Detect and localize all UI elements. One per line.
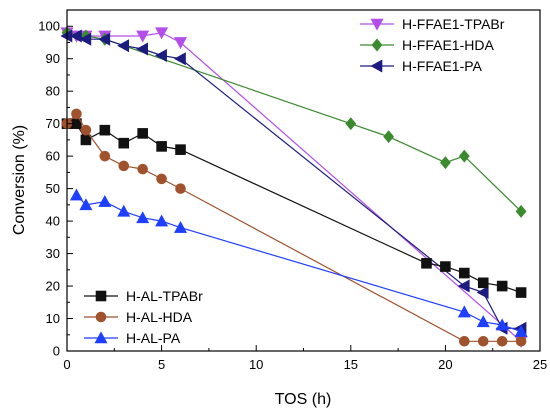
x-tick-label: 0	[63, 357, 70, 372]
data-point-h-ffae1-pa	[136, 42, 148, 56]
series-h-al-pa	[69, 188, 528, 337]
data-point-h-al-tpabr	[440, 261, 451, 272]
y-tick-label: 20	[46, 279, 60, 294]
legend-marker-h-al-pa	[94, 331, 108, 344]
data-point-h-al-tpabr	[99, 124, 111, 136]
legend-marker-h-ffae1-pa	[370, 59, 383, 73]
y-tick-label: 70	[46, 116, 60, 131]
legend-label-h-al-tpabr: H-AL-TPABr	[126, 288, 203, 304]
x-tick-label: 20	[438, 357, 452, 372]
legend-label-h-ffae1-pa: H-FFAE1-PA	[402, 58, 483, 74]
data-point-h-ffae1-tpabr	[174, 37, 188, 50]
y-tick-label: 100	[38, 19, 60, 34]
legend-entry-h-al-tpabr: H-AL-TPABr	[84, 288, 203, 304]
data-point-h-al-pa	[457, 305, 471, 318]
data-point-h-ffae1-pa	[79, 32, 92, 46]
y-tick-label: 90	[46, 51, 60, 66]
x-tick-label: 25	[533, 357, 547, 372]
data-point-h-ffae1-hda	[345, 117, 357, 131]
legend-entry-h-ffae1-hda: H-FFAE1-HDA	[360, 37, 494, 53]
data-point-h-ffae1-hda	[515, 204, 527, 218]
data-point-h-ffae1-hda	[458, 149, 470, 163]
y-tick-label: 40	[46, 214, 60, 229]
data-point-h-al-hda	[118, 160, 130, 172]
data-point-h-al-hda	[477, 335, 489, 347]
legend-label-h-ffae1-tpabr: H-FFAE1-TPABr	[402, 16, 505, 32]
data-point-h-al-tpabr	[118, 137, 130, 149]
series-line-h-al-hda	[66, 112, 522, 342]
x-axis-title: TOS (h)	[275, 391, 332, 408]
data-point-h-al-tpabr	[137, 128, 148, 139]
data-point-h-al-pa	[476, 315, 490, 328]
data-point-h-ffae1-tpabr	[136, 30, 150, 43]
series-h-al-hda	[61, 108, 527, 347]
data-point-h-ffae1-pa	[154, 48, 167, 62]
y-tick-label: 80	[46, 84, 60, 99]
x-tick-label: 10	[249, 357, 263, 372]
x-tick-label: 5	[158, 357, 165, 372]
data-point-h-al-hda	[459, 335, 470, 347]
data-point-h-ffae1-pa	[457, 279, 470, 293]
data-point-h-al-hda	[515, 335, 527, 347]
legend-label-h-al-pa: H-AL-PA	[126, 330, 181, 346]
data-point-h-ffae1-tpabr	[155, 27, 169, 40]
data-point-h-ffae1-pa	[98, 32, 111, 46]
data-point-h-al-tpabr	[421, 258, 432, 269]
legend-marker-h-al-tpabr	[95, 290, 107, 302]
legend-entry-h-ffae1-pa: H-FFAE1-PA	[360, 58, 483, 74]
data-point-h-ffae1-pa	[173, 52, 186, 66]
data-point-h-al-tpabr	[175, 144, 186, 155]
data-point-h-al-hda	[71, 108, 82, 120]
data-point-h-al-tpabr	[156, 141, 167, 152]
data-point-h-al-tpabr	[496, 280, 508, 292]
y-tick-label: 50	[46, 181, 60, 196]
series-h-ffae1-hda	[61, 26, 527, 218]
data-point-h-al-hda	[99, 150, 111, 162]
data-point-h-al-pa	[136, 211, 150, 224]
data-point-h-al-tpabr	[477, 277, 489, 289]
series-line-h-ffae1-pa	[67, 35, 522, 329]
data-point-h-al-pa	[117, 204, 131, 217]
data-point-h-al-hda	[175, 183, 186, 194]
legend-bottom-left: H-AL-TPABr H-AL-HDA H-AL-PA	[84, 288, 203, 346]
y-axis-title: Conversion (%)	[11, 125, 28, 235]
data-point-h-al-pa	[98, 194, 112, 207]
data-point-h-al-pa	[69, 188, 83, 201]
x-tick-label: 15	[344, 357, 358, 372]
legend-marker-h-ffae1-tpabr	[370, 18, 384, 31]
axis-ticks: 0 5 10 15 20 25 0 10 20 30 40 50 60 70 80 90 100	[38, 19, 547, 372]
legend-marker-h-al-hda	[95, 311, 107, 323]
y-tick-label: 30	[46, 246, 60, 261]
data-point-h-al-tpabr	[80, 134, 92, 146]
data-point-h-al-pa	[174, 220, 188, 233]
data-point-h-al-pa	[155, 214, 169, 227]
series-h-al-tpabr	[61, 118, 527, 298]
data-point-h-al-tpabr	[515, 287, 527, 298]
y-tick-label: 0	[53, 344, 60, 359]
legend-entry-h-al-hda: H-AL-HDA	[84, 309, 193, 325]
legend-marker-h-ffae1-hda	[371, 38, 383, 52]
legend-top-right: H-FFAE1-TPABr H-FFAE1-HDA H-FFAE1-PA	[360, 16, 505, 74]
legend-entry-h-ffae1-tpabr: H-FFAE1-TPABr	[360, 16, 505, 32]
data-point-h-ffae1-pa	[69, 29, 82, 43]
legend-label-h-ffae1-hda: H-FFAE1-HDA	[402, 37, 494, 53]
data-point-h-al-pa	[514, 324, 528, 337]
data-point-h-al-hda	[80, 124, 92, 136]
plot-area	[60, 26, 528, 348]
data-point-h-al-hda	[496, 335, 508, 347]
data-point-h-ffae1-hda	[440, 156, 451, 170]
legend-label-h-al-hda: H-AL-HDA	[126, 309, 193, 325]
data-point-h-ffae1-pa	[476, 286, 489, 300]
data-point-h-al-pa	[495, 318, 509, 331]
data-point-h-al-pa	[79, 198, 93, 211]
data-point-h-al-hda	[156, 173, 167, 185]
y-tick-label: 60	[46, 149, 60, 164]
y-tick-label: 10	[46, 311, 60, 326]
legend-entry-h-al-pa: H-AL-PA	[84, 330, 181, 346]
data-point-h-ffae1-pa	[117, 39, 130, 53]
data-point-h-ffae1-hda	[383, 130, 395, 144]
data-point-h-al-hda	[137, 163, 148, 175]
data-point-h-al-tpabr	[459, 267, 470, 279]
